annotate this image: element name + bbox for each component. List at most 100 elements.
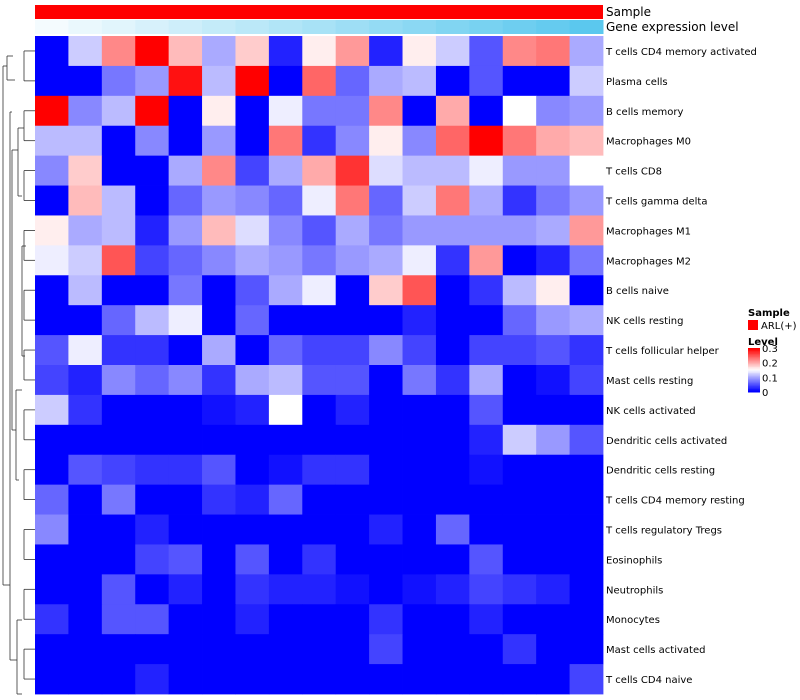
heatmap-cell [101, 454, 136, 486]
row-label: Dendritic cells activated [606, 436, 727, 447]
heatmap-cell [268, 544, 303, 575]
heatmap-cell [402, 185, 437, 216]
heatmap-cell [536, 454, 570, 486]
heatmap-cell [302, 664, 337, 695]
heatmap-cell [35, 65, 69, 97]
heatmap-cell [235, 514, 270, 545]
heatmap-cell [268, 484, 303, 515]
heatmap-cell [101, 215, 136, 246]
heatmap-cell [302, 275, 337, 306]
heatmap-cell [469, 335, 504, 366]
heatmap-cell [202, 155, 236, 186]
heatmap-cell [335, 574, 370, 605]
legend-tick-label: 0.1 [762, 373, 778, 384]
heatmap-cell [402, 365, 437, 396]
heatmap-cell [68, 574, 103, 605]
row-label: T cells CD4 naive [605, 675, 692, 686]
heatmap-cell [536, 365, 570, 396]
heatmap-cell [135, 454, 170, 486]
row-label: Macrophages M2 [606, 256, 691, 267]
legend-gradient-step [748, 378, 760, 381]
heatmap-cell [202, 574, 236, 605]
heatmap-cell [168, 245, 203, 276]
heatmap-cell [68, 514, 103, 545]
heatmap-cell [68, 544, 103, 575]
heatmap-cell [369, 544, 403, 575]
row-label: T cells CD4 memory resting [605, 496, 745, 507]
heatmap-cell [35, 484, 69, 515]
heatmap-cell [35, 335, 69, 366]
heatmap-cell [302, 514, 337, 545]
heatmap-cell [369, 634, 403, 665]
heatmap-cell [502, 275, 537, 306]
expression-track-cell [402, 20, 437, 34]
heatmap-cell [335, 305, 370, 336]
heatmap-cell [202, 454, 236, 486]
legend-gradient-step [748, 372, 760, 375]
heatmap-cell [369, 574, 403, 605]
heatmap-cell [168, 215, 203, 246]
heatmap-cell [168, 604, 203, 635]
heatmap-cell [101, 275, 136, 306]
heatmap-cell [569, 424, 604, 456]
heatmap-cell [202, 185, 236, 216]
heatmap-cell [101, 365, 136, 396]
sample-track [35, 5, 603, 19]
heatmap-cell [135, 394, 170, 426]
legend-gradient-step [748, 365, 760, 368]
heatmap-cell [168, 125, 203, 157]
expression-track-cell [469, 20, 504, 34]
heatmap-cell [268, 185, 303, 216]
heatmap-cell [536, 185, 570, 216]
heatmap-cell [302, 95, 337, 127]
heatmap-cell [502, 245, 537, 276]
heatmap-cell [502, 65, 537, 97]
expression-track-cell [569, 20, 604, 34]
heatmap-cell [369, 394, 403, 426]
heatmap-cell [68, 185, 103, 216]
legend-tick-label: 0 [762, 388, 768, 399]
legend-tick-label: 0.3 [762, 344, 778, 355]
heatmap-cell [135, 424, 170, 456]
heatmap-cell [536, 215, 570, 246]
heatmap-cell [402, 125, 437, 157]
legend-sample-swatch [748, 320, 758, 330]
heatmap-cell [502, 394, 537, 426]
heatmap-cell [68, 245, 103, 276]
row-label: Eosinophils [606, 555, 662, 566]
heatmap-cell [569, 245, 604, 276]
legend-gradient-step [748, 362, 760, 365]
heatmap-cell [268, 215, 303, 246]
heatmap-cell [402, 454, 437, 486]
heatmap-cell [302, 424, 337, 456]
heatmap-cell [502, 664, 537, 695]
heatmap-cell [68, 275, 103, 306]
heatmap-cell [101, 245, 136, 276]
legend-gradient-step [748, 364, 760, 367]
heatmap-cell [435, 125, 470, 157]
heatmap-cell [68, 634, 103, 665]
heatmap-cell [402, 574, 437, 605]
heatmap-cell [302, 604, 337, 635]
heatmap-cell [502, 125, 537, 157]
heatmap-cell [469, 514, 504, 545]
expression-track-cell [35, 20, 69, 34]
heatmap-cell [435, 245, 470, 276]
heatmap-cell [101, 544, 136, 575]
heatmap-cell [235, 275, 270, 306]
heatmap-cell [435, 664, 470, 695]
row-labels: T cells CD4 memory activated Plasma cells… [605, 47, 757, 686]
heatmap-cell [268, 365, 303, 396]
heatmap-cell [135, 155, 170, 186]
heatmap-cell [536, 36, 570, 67]
heatmap-cell [302, 185, 337, 216]
heatmap-cell [202, 664, 236, 695]
heatmap-cell [502, 155, 537, 186]
expression-track-cell [536, 20, 571, 34]
heatmap-cell [135, 604, 170, 635]
heatmap-cell [302, 454, 337, 486]
legend-gradient-step [748, 359, 760, 362]
heatmap-cell [335, 604, 370, 635]
heatmap-cell [168, 335, 203, 366]
